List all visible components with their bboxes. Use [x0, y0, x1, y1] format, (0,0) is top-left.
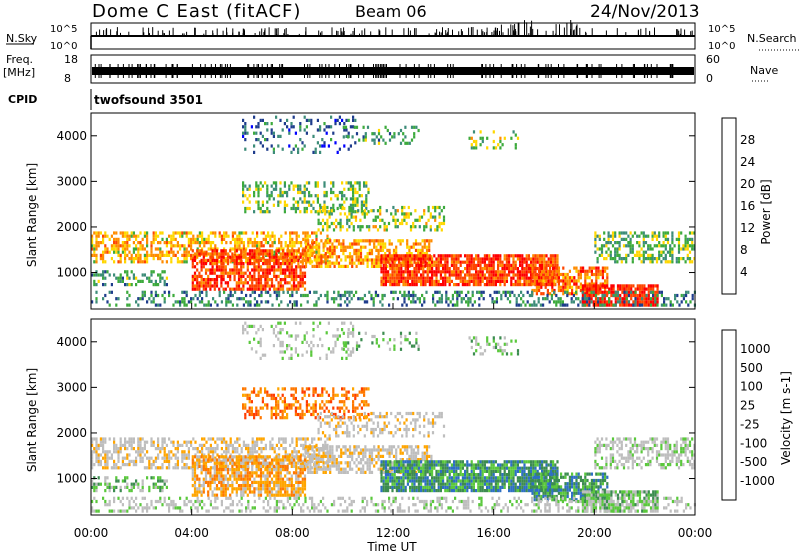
nsearch-tick-top: 10^5 [708, 24, 735, 35]
nsky-trace [90, 20, 695, 49]
power-axes: 1000 2000 3000 4000 [56, 129, 695, 280]
power-heatmap [91, 115, 696, 307]
nsky-label: N.Sky [6, 32, 38, 45]
freq-trace [92, 67, 694, 75]
x-axis-ticks: 00:00 04:00 08:00 12:00 16:00 20:00 00:00 [74, 303, 712, 540]
freq-tick-bottom: 8 [64, 72, 71, 85]
freq-ticks [94, 64, 674, 78]
velocity-ylabel: Slant Range [km] [25, 368, 39, 472]
cpid-label: CPID [8, 93, 37, 106]
nsearch-tick-bottom: 10^0 [708, 41, 735, 52]
nave-tick-bottom: 0 [706, 72, 713, 85]
nave-tick-top: 60 [706, 53, 720, 66]
power-ylabel: Slant Range [km] [25, 163, 39, 267]
svg-text:1000: 1000 [56, 266, 87, 280]
svg-text:4000: 4000 [56, 129, 87, 143]
velocity-colorbar-label: Velocity [m s-1] [779, 371, 793, 465]
svg-text:2000: 2000 [56, 220, 87, 234]
beam-title: Beam 06 [355, 2, 427, 21]
velocity-heatmap [91, 321, 696, 513]
nsky-tick-bottom: 10^0 [50, 41, 77, 52]
freq-tick-top: 18 [64, 53, 78, 66]
date-title: 24/Nov/2013 [590, 2, 700, 22]
power-colorbar-label: Power [dB] [759, 179, 773, 244]
nsearch-label: N.Search [747, 32, 797, 45]
station-title: Dome C East (fitACF) [92, 1, 301, 22]
nave-label: Nave [750, 64, 778, 77]
freq-label: Freq. [6, 53, 33, 66]
cpid-value: twofsound 3501 [94, 93, 203, 107]
freq-unit: [MHz] [3, 66, 35, 79]
svg-text:3000: 3000 [56, 174, 87, 188]
freq-panel [90, 54, 696, 84]
nsky-tick-top: 10^5 [50, 24, 77, 35]
x-axis-label: Time UT [366, 540, 417, 554]
